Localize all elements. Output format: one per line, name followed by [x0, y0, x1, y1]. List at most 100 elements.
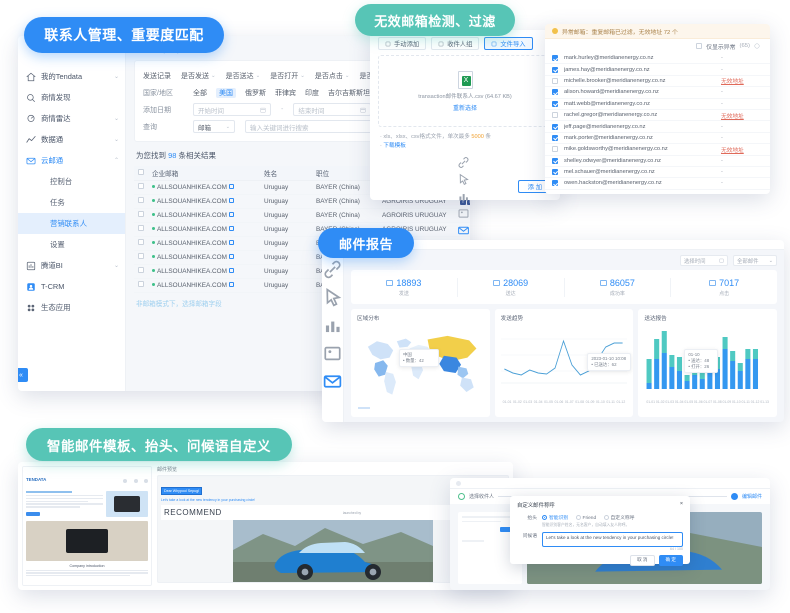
facebook-icon[interactable]: f	[460, 198, 466, 205]
radio-custom[interactable]: 自定义称呼	[603, 515, 635, 521]
sidebar-subitem-marketing-contacts[interactable]: 营销联系人	[18, 213, 125, 234]
bar-chart-icon[interactable]	[457, 190, 470, 203]
cancel-button[interactable]: 取 消	[630, 554, 655, 566]
sidebar-item-radar[interactable]: 商情雷达 ⌄	[18, 108, 125, 129]
list-item[interactable]: alison.howard@meridianenergy.co.nz -	[545, 87, 770, 99]
tab-is-more[interactable]: 是否	[359, 72, 374, 80]
template-card-product[interactable]: TENDATA	[22, 466, 152, 586]
copy-icon[interactable]	[228, 239, 234, 245]
list-item[interactable]: matt.webb@meridianenergy.co.nz -	[545, 99, 770, 110]
checkbox-icon[interactable]	[552, 55, 558, 62]
row-checkbox[interactable]	[134, 264, 148, 279]
checkbox-icon[interactable]	[552, 180, 558, 187]
checkbox-icon[interactable]	[552, 112, 558, 119]
checkbox-icon[interactable]	[552, 169, 558, 176]
row-checkbox[interactable]	[134, 278, 148, 293]
date-range-select[interactable]: 选择时间	[680, 255, 728, 266]
copy-icon[interactable]	[228, 281, 234, 287]
checkbox-icon[interactable]	[552, 100, 558, 107]
row-checkbox[interactable]	[134, 208, 148, 223]
sidebar-item-my-tendata[interactable]: 我的Tendata ⌄	[18, 66, 125, 87]
list-item[interactable]: jeff.page@meridianenergy.co.nz -	[545, 121, 770, 133]
radio-friend[interactable]: Friend	[575, 515, 596, 521]
checkbox-icon[interactable]	[696, 43, 703, 49]
checkbox-icon[interactable]	[138, 267, 144, 273]
copy-icon[interactable]	[228, 183, 234, 189]
date-end-input[interactable]: 结束时间	[293, 103, 372, 116]
tab-send-record[interactable]: 发送记录	[143, 72, 171, 80]
submit-button[interactable]: 添 加	[517, 180, 552, 193]
list-item[interactable]: owen.hackston@meridianenergy.co.nz -	[545, 178, 770, 190]
copy-icon[interactable]	[228, 211, 234, 217]
image-icon[interactable]	[457, 207, 470, 220]
query-type-select[interactable]: 邮箱 ⌄	[193, 120, 235, 133]
copy-icon[interactable]	[228, 267, 234, 273]
filter-abnormal-label[interactable]: 仅显示异常	[706, 44, 736, 51]
country-chip[interactable]: 俄罗斯	[245, 89, 266, 97]
sidebar-item-cloud-mail[interactable]: 云邮通 ⌃	[18, 150, 125, 171]
sidebar-item-tcrm[interactable]: T-CRM	[18, 276, 125, 297]
sidebar-subitem-settings[interactable]: 设置	[18, 234, 125, 255]
reselect-link[interactable]: 重新选择	[452, 105, 477, 112]
link-icon[interactable]	[322, 259, 343, 280]
tab-file-import[interactable]: 文件导入	[484, 37, 533, 50]
country-chip[interactable]: 吉尔吉斯斯坦	[328, 89, 370, 97]
checkbox-icon[interactable]	[552, 146, 558, 153]
list-item[interactable]: shelley.odwyer@meridianenergy.co.nz -	[545, 156, 770, 167]
list-item[interactable]: rachel.gregor@meridianenergy.co.nz 无效地址	[545, 110, 770, 122]
date-start-input[interactable]: 开始时间	[193, 103, 271, 116]
sidebar-subitem-tasks[interactable]: 任务	[18, 192, 125, 213]
copy-icon[interactable]	[228, 225, 234, 231]
file-dropzone[interactable]: transaction邮件联系人.csv (64.67 KB) 重新选择	[378, 55, 552, 127]
list-item[interactable]: michelle.brooker@meridianenergy.co.nz 无效地…	[545, 76, 770, 88]
row-checkbox[interactable]	[134, 194, 148, 209]
sidebar-subitem-console[interactable]: 控制台	[18, 171, 125, 192]
country-chip[interactable]: 全部	[193, 89, 207, 97]
help-icon[interactable]	[754, 43, 760, 49]
radio-smart[interactable]: 智能识别	[542, 515, 568, 521]
mail-icon[interactable]	[322, 371, 343, 392]
tab-manual-add[interactable]: 手动添加	[378, 37, 427, 50]
list-item[interactable]: mark.porter@meridianenergy.co.nz -	[545, 133, 770, 145]
tab-is-opened[interactable]: 是否打开 ⌄	[270, 72, 305, 80]
checkbox-icon[interactable]	[552, 89, 558, 96]
list-item[interactable]: james.hay@meridianenergy.co.nz -	[545, 64, 770, 76]
sidebar-item-discovery[interactable]: 商情发现	[18, 87, 125, 108]
country-chip[interactable]: 印度	[305, 89, 319, 97]
copy-icon[interactable]	[228, 253, 234, 259]
select-all-header[interactable]	[134, 166, 148, 181]
facebook-icon[interactable]: f	[467, 198, 470, 205]
list-item[interactable]: mel.schauer@meridianenergy.co.nz -	[545, 167, 770, 179]
close-icon[interactable]: ×	[679, 501, 683, 507]
checkbox-icon[interactable]	[138, 168, 144, 175]
checkbox-icon[interactable]	[552, 157, 558, 164]
bar-chart-icon[interactable]	[322, 315, 343, 336]
checkbox-icon[interactable]	[138, 281, 144, 287]
row-checkbox[interactable]	[134, 180, 148, 195]
link-icon[interactable]	[457, 156, 470, 169]
row-checkbox[interactable]	[134, 250, 148, 265]
cursor-icon[interactable]	[457, 173, 470, 186]
tab-is-sent[interactable]: 是否发送 ⌄	[181, 72, 216, 80]
tab-recipient-group[interactable]: 收件人组	[431, 37, 480, 50]
checkbox-icon[interactable]	[552, 123, 558, 130]
list-item[interactable]: mark.hurley@meridianenergy.co.nz -	[545, 53, 770, 65]
checkbox-icon[interactable]	[138, 225, 144, 231]
mail-type-select[interactable]: 全部邮件 ⌄	[733, 255, 777, 266]
row-checkbox[interactable]	[134, 236, 148, 251]
country-chip[interactable]: 菲律宾	[275, 89, 296, 97]
row-checkbox[interactable]	[134, 222, 148, 237]
checkbox-icon[interactable]	[138, 197, 144, 203]
checkbox-icon[interactable]	[138, 183, 144, 189]
greeting-textarea[interactable]: Let's take a look at the new tendency in…	[542, 531, 683, 547]
sidebar-collapse-button[interactable]: «	[18, 368, 28, 382]
checkbox-icon[interactable]	[138, 239, 144, 245]
checkbox-icon[interactable]	[138, 211, 144, 217]
sidebar-item-data[interactable]: 数据通 ⌄	[18, 129, 125, 150]
confirm-button[interactable]: 确 定	[658, 554, 683, 566]
checkbox-icon[interactable]	[552, 77, 558, 84]
table-row[interactable]: ALLSOUANHIKEA.COM Uruguay BAYER (China) …	[134, 208, 470, 223]
tab-is-delivered[interactable]: 是否送达 ⌄	[225, 72, 261, 80]
table-row[interactable]: ALLSOUANHIKEA.COM Uruguay BAYER (China) …	[134, 194, 470, 209]
copy-icon[interactable]	[228, 197, 234, 203]
